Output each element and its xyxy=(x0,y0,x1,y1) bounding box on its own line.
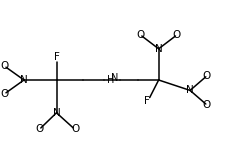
Text: N: N xyxy=(52,108,60,118)
Text: O: O xyxy=(35,124,44,134)
Text: O: O xyxy=(172,30,180,40)
Text: O: O xyxy=(1,61,9,71)
Text: H: H xyxy=(107,76,114,85)
Text: N: N xyxy=(111,73,118,83)
Text: N: N xyxy=(185,85,193,95)
Text: N: N xyxy=(154,44,162,54)
Text: F: F xyxy=(144,96,150,106)
Text: O: O xyxy=(202,100,210,110)
Text: O: O xyxy=(71,124,79,134)
Text: O: O xyxy=(202,71,210,81)
Text: O: O xyxy=(136,30,144,40)
Text: N: N xyxy=(20,75,28,85)
Text: F: F xyxy=(53,52,59,62)
Text: O: O xyxy=(1,89,9,99)
